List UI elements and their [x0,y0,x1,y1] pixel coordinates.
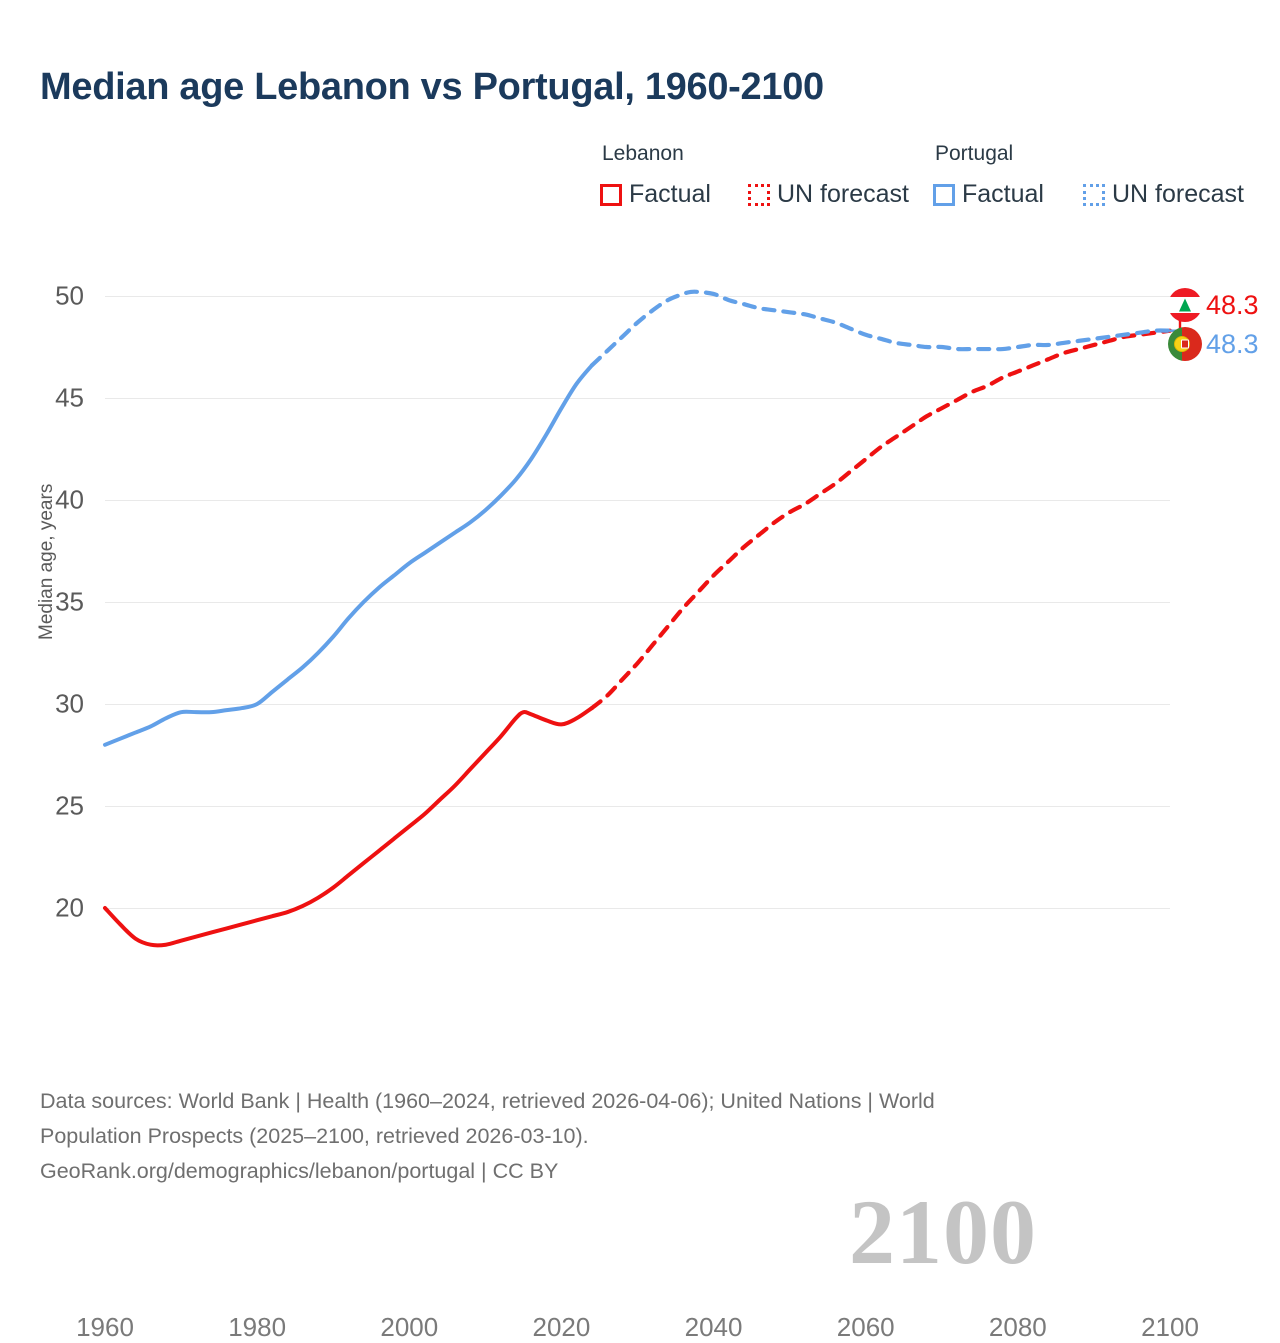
footer: Data sources: World Bank | Health (1960–… [40,1084,1160,1188]
end-label-portugal[interactable]: 48.3 [1168,327,1259,361]
y-axis-tick-label: 35 [55,586,84,617]
series-line-portugal-factual [103,363,594,747]
legend-item-lebanon-factual[interactable]: Factual [600,180,711,209]
gridline [105,806,1170,807]
gridline [105,500,1170,501]
x-axis-tick-label: 2040 [684,1312,743,1342]
gridline [105,398,1170,399]
legend-item-portugal-forecast[interactable]: UN forecast [1083,180,1244,209]
lebanon-flag-icon [1168,288,1202,322]
legend-label: UN forecast [1112,180,1244,208]
x-axis-tick-label: 2000 [380,1312,439,1342]
x-axis-tick-label: 2020 [532,1312,591,1342]
series-line-lebanon-forecast [589,328,1173,711]
gridline [105,296,1170,297]
page-title: Median age Lebanon vs Portugal, 1960-210… [40,66,824,108]
footer-attribution[interactable]: GeoRank.org/demographics/lebanon/portuga… [40,1158,559,1183]
legend-label: UN forecast [777,180,909,208]
x-axis-tick-label: 2080 [988,1312,1047,1342]
legend-item-portugal-factual[interactable]: Factual [933,180,1044,209]
gridline [105,704,1170,705]
footer-sources-line-2: Population Prospects (2025–2100, retriev… [40,1123,589,1148]
x-axis-tick-label: 1980 [228,1312,287,1342]
y-axis-tick-label: 25 [55,790,84,821]
year-watermark: 2100 [849,1181,1037,1283]
legend-swatch-dotted-red-icon [748,183,770,206]
y-axis-tick-label: 50 [55,280,84,311]
gridline [105,908,1170,909]
legend-group-lebanon: Lebanon [602,142,684,165]
legend-item-lebanon-forecast[interactable]: UN forecast [748,180,909,209]
chart-legend: Lebanon Portugal Factual UN forecast Fac… [600,142,1260,222]
portugal-flag-icon [1168,327,1202,361]
y-axis-tick-label: 20 [55,892,84,923]
series-line-lebanon-factual [103,706,594,948]
x-axis-tick-label: 2100 [1141,1312,1199,1342]
x-axis-tick-label: 2060 [836,1312,895,1342]
legend-group-portugal: Portugal [935,142,1014,165]
y-axis-tick-label: 45 [55,382,84,413]
legend-swatch-dotted-blue-icon [1083,183,1105,206]
end-value-portugal: 48.3 [1206,328,1259,359]
legend-swatch-solid-red-icon [600,183,622,206]
legend-label: Factual [629,180,711,208]
footer-sources-line-1: Data sources: World Bank | Health (1960–… [40,1089,935,1113]
legend-label: Factual [962,180,1044,208]
end-label-lebanon[interactable]: 48.3 [1168,288,1259,322]
legend-swatch-solid-blue-icon [933,183,955,206]
x-axis-tick-label: 1960 [76,1312,134,1342]
y-axis-tick-label: 30 [55,688,84,719]
plot-area: 20 25 30 35 40 45 50 1960 1980 2000 2020 2040 2060 2… [55,281,1199,1343]
y-axis-tick-label: 40 [55,484,84,515]
end-value-lebanon: 48.3 [1206,289,1259,320]
series-lines [103,289,1190,948]
gridline [105,602,1170,603]
series-line-portugal-forecast [589,289,1173,368]
